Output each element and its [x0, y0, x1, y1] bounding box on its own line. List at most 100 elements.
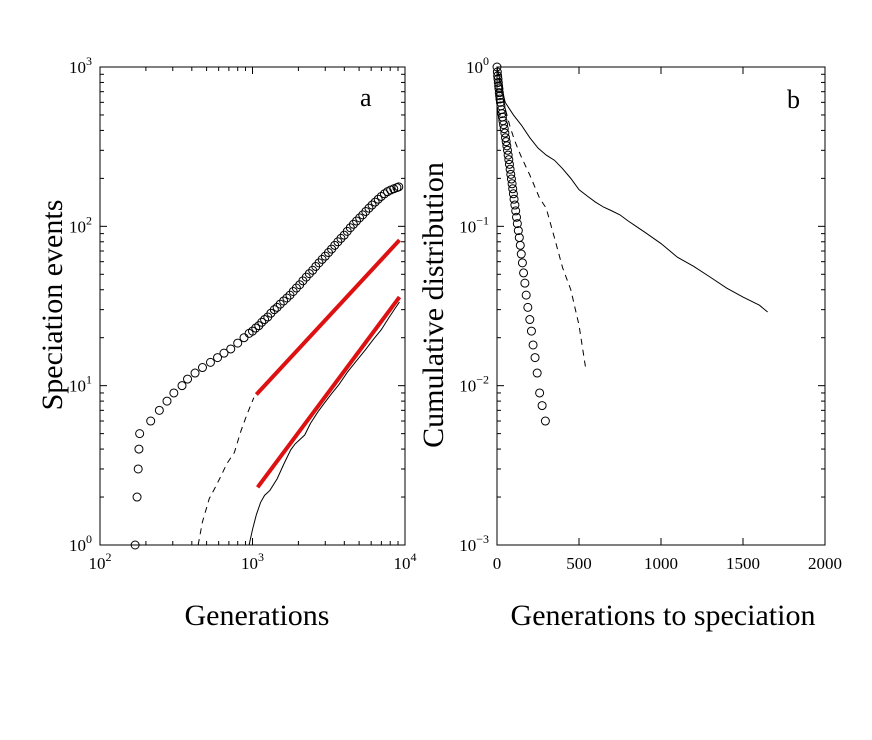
data-point — [132, 492, 142, 502]
panel-a-frame — [99, 66, 406, 546]
dashed-curve — [496, 66, 587, 368]
data-point — [493, 71, 503, 81]
data-point — [239, 333, 249, 343]
data-point — [364, 203, 374, 213]
data-point — [494, 81, 504, 91]
data-point — [504, 159, 514, 169]
y-tick-label: 101 — [69, 373, 92, 396]
x-tick-label: 102 — [89, 550, 112, 573]
data-point — [282, 293, 292, 303]
panel-b-tick-labels: 0 500 1000 1500 2000 10−3 10−2 10−1 100 — [459, 54, 842, 573]
data-point — [512, 219, 522, 229]
data-point — [205, 357, 215, 367]
data-point — [370, 197, 380, 207]
data-point — [233, 338, 243, 348]
data-point — [494, 84, 504, 94]
data-point — [504, 155, 514, 165]
data-point — [130, 540, 140, 550]
data-point — [336, 233, 346, 243]
data-point — [506, 169, 516, 179]
data-point — [291, 283, 301, 293]
data-point — [376, 191, 386, 201]
data-point — [537, 401, 547, 411]
data-point — [219, 348, 229, 358]
data-point — [526, 326, 536, 336]
data-point — [523, 302, 533, 312]
data-point — [272, 302, 282, 312]
data-point — [530, 353, 540, 363]
open-circles — [130, 182, 404, 550]
data-point — [510, 200, 520, 210]
data-point — [505, 164, 515, 174]
data-point — [513, 226, 523, 236]
data-point — [497, 109, 507, 119]
panel-b-frame — [496, 66, 826, 546]
panel-a-tick-labels: 102 103 104 100 101 102 103 — [69, 54, 417, 573]
data-point — [146, 416, 156, 426]
x-tick-label: 104 — [394, 550, 417, 573]
data-point — [135, 429, 145, 439]
panel-a-letter: a — [360, 83, 372, 112]
data-point — [361, 206, 371, 216]
data-point — [494, 88, 504, 98]
data-point — [133, 464, 143, 474]
data-point — [515, 240, 525, 250]
data-point — [516, 249, 526, 259]
panel-a: 102 103 104 100 101 102 103 a Generations Spec… — [36, 54, 417, 632]
data-point — [373, 194, 383, 204]
panel-a-ylabel: Speciation events — [36, 200, 69, 411]
y-tick-label: 10−3 — [459, 532, 489, 555]
data-point — [512, 212, 522, 222]
data-point — [493, 74, 503, 84]
x-tick-label: 1000 — [644, 554, 678, 573]
x-tick-label: 103 — [241, 550, 264, 573]
data-point — [304, 269, 314, 279]
data-point — [521, 290, 531, 300]
data-point — [495, 97, 505, 107]
data-point — [154, 405, 164, 415]
data-point — [169, 388, 179, 398]
data-point — [511, 206, 521, 216]
y-tick-label: 100 — [466, 54, 489, 77]
data-point — [502, 141, 512, 151]
data-point — [492, 62, 502, 72]
panel-b: 0 500 1000 1500 2000 10−3 10−2 10−1 100 b Genera… — [417, 54, 842, 632]
panel-b-letter: b — [787, 85, 800, 114]
data-point — [501, 137, 511, 147]
panel-b-ylabel: Cumulative distribution — [417, 162, 450, 448]
x-tick-label: 0 — [493, 554, 502, 573]
data-point — [317, 254, 327, 264]
open-circles — [492, 62, 550, 426]
data-point — [528, 340, 538, 350]
data-point — [503, 150, 513, 160]
data-point — [367, 200, 377, 210]
data-point — [269, 305, 279, 315]
data-point — [540, 416, 550, 426]
data-point — [503, 145, 512, 155]
data-point — [394, 182, 404, 192]
data-point — [495, 94, 505, 104]
panel-a-series — [130, 182, 404, 550]
data-point — [251, 323, 261, 333]
x-tick-label: 2000 — [808, 554, 842, 573]
data-point — [499, 124, 509, 134]
data-point — [508, 189, 518, 199]
data-point — [355, 213, 365, 223]
data-point — [190, 368, 200, 378]
panel-b-ticks — [496, 66, 826, 546]
red-fit-2 — [255, 295, 402, 489]
data-point — [352, 216, 362, 226]
solid-curve — [248, 301, 400, 546]
data-point — [499, 120, 509, 130]
data-point — [492, 67, 502, 77]
data-point — [508, 184, 518, 194]
data-point — [535, 388, 545, 398]
data-point — [519, 268, 529, 278]
red-fit-1 — [254, 238, 401, 396]
data-point — [213, 353, 223, 363]
panel-b-series — [492, 62, 768, 426]
data-point — [314, 258, 324, 268]
data-point — [257, 317, 267, 327]
data-point — [177, 381, 187, 391]
